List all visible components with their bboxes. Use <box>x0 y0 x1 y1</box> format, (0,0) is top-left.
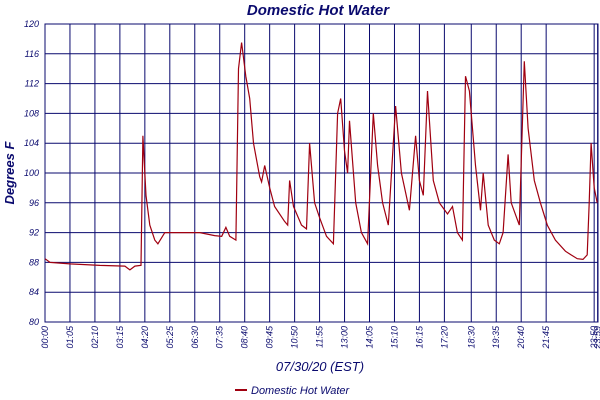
x-tick-label: 16:15 <box>414 325 424 349</box>
y-tick-label: 96 <box>29 198 39 208</box>
x-tick-label: 23:59 <box>593 326 600 350</box>
y-tick-label: 84 <box>29 287 39 297</box>
x-tick-label: 08:40 <box>240 326 250 349</box>
legend-label: Domestic Hot Water <box>251 385 351 397</box>
x-tick-label: 03:15 <box>115 325 125 349</box>
x-tick-label: 00:00 <box>40 326 50 349</box>
x-tick-label: 07:35 <box>215 325 225 349</box>
y-tick-label: 116 <box>25 49 39 59</box>
x-tick-label: 05:25 <box>165 325 175 349</box>
y-tick-label: 88 <box>29 257 39 267</box>
chart-title: Domestic Hot Water <box>247 2 390 19</box>
x-tick-label: 18:30 <box>466 326 476 349</box>
x-tick-label: 10:50 <box>290 326 300 349</box>
x-tick-label: 01:05 <box>65 325 75 349</box>
y-tick-label: 108 <box>24 108 39 118</box>
x-tick-label: 11:55 <box>315 325 325 348</box>
x-tick-label: 21:45 <box>541 325 551 350</box>
x-tick-label: 17:20 <box>439 326 449 349</box>
x-tick-label: 04:20 <box>140 326 150 349</box>
y-axis-label: Degrees F <box>2 141 17 205</box>
x-tick-label: 20:40 <box>516 326 526 350</box>
x-axis-label: 07/30/20 (EST) <box>276 359 364 374</box>
y-tick-label: 92 <box>29 228 39 238</box>
x-tick-label: 15:10 <box>389 326 399 349</box>
y-tick-label: 104 <box>24 138 39 148</box>
y-tick-label: 100 <box>24 168 39 178</box>
x-tick-label: 02:10 <box>90 326 100 349</box>
x-tick-label: 06:30 <box>190 326 200 349</box>
data-line <box>44 42 598 271</box>
x-tick-label: 09:45 <box>265 325 275 349</box>
x-tick-label: 23:50 <box>589 326 599 350</box>
x-tick-label: 19:35 <box>491 325 501 349</box>
x-tick-label: 13:00 <box>340 326 350 349</box>
y-tick-label: 80 <box>29 317 39 327</box>
x-tick-label: 14:05 <box>365 325 375 349</box>
y-tick-label: 112 <box>25 79 39 89</box>
y-tick-label: 120 <box>24 19 39 29</box>
